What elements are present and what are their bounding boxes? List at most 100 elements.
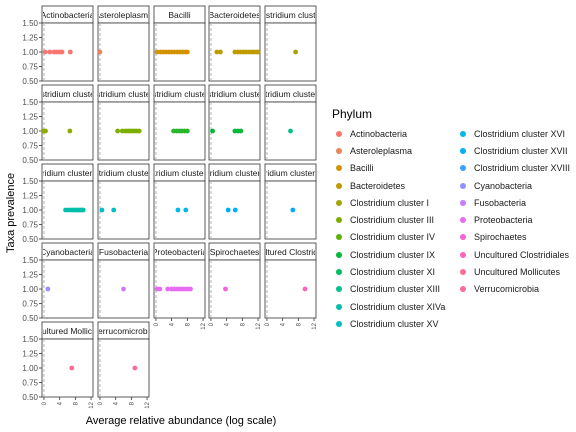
panel-strip-label: Clostridium cluster XVII [190,168,278,178]
panel: Clostridium cluster XI [208,84,261,161]
legend-label: Cyanobacteria [474,180,533,191]
panel-strip-label: Asteroleplasma [94,10,153,20]
legend-dot [336,130,342,137]
legend-label: Spirochaetes [474,232,527,243]
data-point [217,49,223,55]
panel-strip-label: Fusobacteria [99,247,148,257]
legend-item: Fusobacteria [456,194,572,211]
legend-item: Verrucomicrobia [456,281,572,298]
x-tick-label: 0 [209,322,215,326]
y-tick-label: 1.50 [22,98,38,107]
x-tick-label: 4 [281,322,287,326]
y-tick-label: 1.25 [22,350,38,359]
y-tick-label: 0.50 [22,314,38,323]
panel: Clostridium cluster XV [82,163,166,240]
panel: Clostridium cluster IV [97,84,150,161]
legend-item: Clostridium cluster XVII [456,142,572,159]
data-point [175,207,181,213]
y-tick-label: 1.00 [22,127,38,136]
panel: Bacteroidetes [208,5,261,82]
legend-dot [460,199,466,206]
data-point [80,207,86,213]
data-point [165,286,171,292]
panel: Clostridium cluster III 0.50 0.75 1.00 1.25 1… [22,84,94,165]
legend-item: Cyanobacteria [456,177,572,194]
data-point [99,207,105,213]
legend-dot [336,251,342,258]
data-point [214,49,220,55]
panel: Clostridium cluster XVI [153,163,206,240]
panel: Verrucomicrobia 0 4 8 12 [93,321,155,409]
x-tick-label: 12 [201,322,207,329]
data-point [45,286,51,292]
data-point [255,49,261,55]
panel-strip-label: Verrucomicrobia [93,326,155,336]
legend-item: Actinobacteria [332,125,456,142]
x-tick-label: 4 [58,401,64,405]
data-point [154,49,160,55]
x-tick-label: 8 [296,322,302,326]
y-tick-label: 1.00 [22,364,38,373]
x-tick-label: 4 [114,401,120,405]
panel-border [41,338,94,398]
x-axis-title: Average relative abundance (log scale) [86,415,277,427]
legend-item: Clostridium cluster XIVa [332,298,456,315]
panel: Clostridium cluster XVIII [264,163,317,240]
legend-label: Proteobacteria [474,215,533,226]
panel: Clostridium cluster XVII [190,163,278,240]
legend-item: Spirochaetes [456,229,572,246]
data-point [232,207,238,213]
y-tick-label: 1.00 [22,285,38,294]
x-tick-label: 12 [89,401,95,408]
data-point [238,128,244,134]
y-tick-label: 0.50 [22,156,38,165]
legend-item: Clostridium cluster IX [332,246,456,263]
panel-border [97,180,150,240]
y-tick-label: 0.75 [22,300,38,309]
y-tick-label: 1.25 [22,113,38,122]
data-point [111,207,117,213]
legend-label: Clostridium cluster XIII [350,284,441,295]
panel-strip-label: Clostridium cluster IX [139,89,220,99]
legend-dot [460,286,466,293]
legend-items: Actinobacteria Asteroleplasma Bacilli Bacte… [332,125,572,333]
data-point [184,49,190,55]
data-point [210,128,215,134]
data-point [290,207,296,213]
legend-title: Phylum [332,107,373,121]
panel-strip-label: Clostridium cluster XV [82,168,166,178]
legend-item: Clostridium cluster XIII [332,281,456,298]
legend-item: Clostridium cluster XVIII [456,160,572,177]
legend-item: Uncultured Mollicutes [456,263,572,280]
y-axis-title: Taxa prevalence [5,173,17,253]
data-point [136,128,142,134]
y-tick-label: 1.00 [22,206,38,215]
legend-item: Asteroleplasma [332,142,456,159]
panel-border [41,259,94,319]
panel-border [264,22,317,82]
legend-label: Clostridium cluster XIVa [350,301,446,312]
panel-border [208,259,261,319]
panel-strip-label: Bacteroidetes [209,10,261,20]
panel: Clostridium cluster IX [139,84,220,161]
panel: Proteobacteria 0 4 8 12 [153,242,207,330]
legend-dot [460,130,466,137]
x-tick-label: 8 [185,322,191,326]
legend-label: Verrucomicrobia [474,284,540,295]
y-tick-label: 1.00 [22,48,38,57]
legend-item: Clostridium cluster XVI [456,125,572,142]
y-tick-label: 0.75 [22,142,38,151]
legend-item: Bacteroidetes [332,177,456,194]
y-tick-label: 0.50 [22,77,38,86]
panel: Bacilli [153,5,206,82]
legend-item: Uncultured Clostridiales [456,246,572,263]
data-point [288,128,293,134]
panel: Spirochaetes 0 4 8 12 [208,242,262,330]
legend-label: Clostridium cluster III [350,215,435,226]
legend-dot [460,269,466,276]
legend-label: Clostridium cluster XVI [474,128,566,139]
legend-item: Proteobacteria [456,211,572,228]
panel: Clostridium cluster XIVa 0.50 0.75 1.00 1.25… [22,163,94,244]
legend-item: Clostridium cluster III [332,211,456,228]
legend-dot [336,165,342,172]
